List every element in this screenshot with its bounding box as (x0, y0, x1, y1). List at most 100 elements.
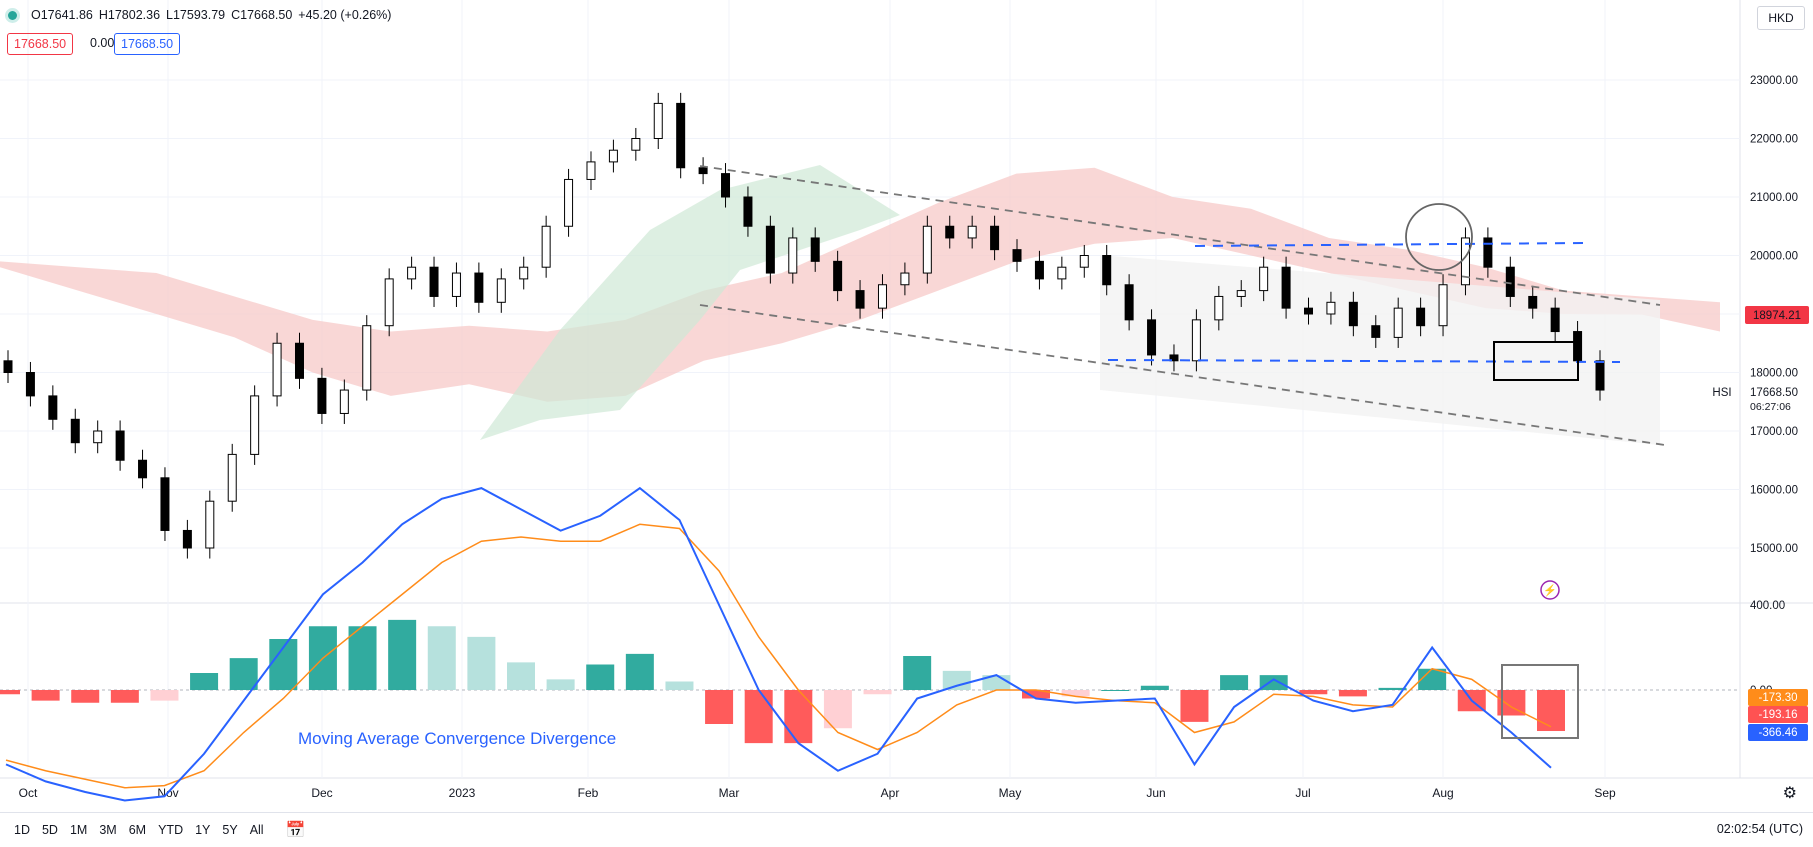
macd-histogram-bar (744, 690, 773, 744)
macd-histogram-bar (942, 670, 971, 690)
candle-body (833, 260, 843, 292)
candle-body (1281, 266, 1291, 309)
timeframe-5y[interactable]: 5Y (222, 823, 238, 837)
timeframe-all[interactable]: All (249, 823, 264, 837)
candle-body (877, 284, 887, 309)
candle-body (519, 266, 529, 280)
time-tick-label: Aug (1432, 786, 1453, 800)
macd-tick-label: 400.00 (1750, 600, 1785, 612)
price-tick-label: 18000.00 (1750, 368, 1798, 380)
macd-histogram-bar (150, 690, 179, 701)
candle-body (294, 342, 304, 379)
macd-histogram-bar (705, 690, 734, 724)
market-status-icon (8, 10, 17, 20)
macd-histogram-bar (1061, 690, 1090, 697)
signal-value: -173.30 (1758, 692, 1797, 704)
resistance-line (1194, 242, 1586, 247)
price-tick-label: 20000.00 (1750, 251, 1798, 263)
utc-clock[interactable]: 02:02:54 (UTC) (1716, 822, 1803, 836)
candle-body (451, 272, 461, 297)
ichimoku-cloud-bull (480, 165, 900, 440)
macd-histogram-bar (348, 626, 377, 690)
settings-gear-icon[interactable]: ⚙ (1782, 785, 1797, 802)
candle-body (25, 372, 35, 397)
macd-histogram-bar (1101, 690, 1130, 691)
macd-histogram-bar (427, 626, 456, 690)
macd-signal-line (5, 523, 1552, 789)
channel-shading (1100, 255, 1660, 445)
calendar-range-icon[interactable]: 📅 (285, 822, 306, 839)
timeframe-ytd[interactable]: YTD (158, 823, 184, 837)
price-tick-label: 21000.00 (1750, 192, 1798, 204)
candle-body (317, 377, 327, 414)
timeframe-3m[interactable]: 3M (99, 823, 117, 837)
candle-body (586, 161, 596, 180)
timeframe-1d[interactable]: 1D (14, 823, 30, 837)
candle-body (1550, 307, 1560, 333)
change-value: +45.20 (+0.26%) (298, 8, 392, 22)
candle-body (564, 178, 574, 227)
price-tick-label: 22000.00 (1750, 134, 1798, 146)
timeframe-6m[interactable]: 6M (128, 823, 147, 837)
macd-histogram-bar (1220, 675, 1249, 690)
currency-selector[interactable]: HKD (1757, 6, 1805, 30)
time-tick-label: 2023 (449, 786, 476, 800)
candle-body (990, 225, 1000, 251)
candle-body (407, 266, 417, 280)
candle-body (1191, 319, 1201, 362)
time-tick-label: Mar (719, 786, 740, 800)
price-tick-label: 15000.00 (1750, 543, 1798, 555)
macd-histogram-bar (625, 653, 654, 690)
candle-body (1124, 284, 1134, 321)
timeframe-1m[interactable]: 1M (69, 823, 88, 837)
time-tick-label: Jun (1146, 786, 1165, 800)
candle-body (721, 173, 731, 198)
candle-body (788, 237, 798, 274)
macd-histogram-bar (507, 662, 535, 690)
macd-box-annotation (1501, 664, 1579, 739)
candle-body (810, 237, 820, 262)
candle-body (855, 290, 865, 309)
macd-histogram-bar (1299, 690, 1328, 695)
candle-body (1326, 301, 1336, 315)
macd-histogram-bar (1418, 668, 1447, 690)
sell-price-button[interactable]: 17668.50 (7, 33, 74, 55)
macd-histogram-bar (863, 690, 892, 695)
timeframe-5d[interactable]: 5D (41, 823, 58, 837)
macd-histogram-bar (110, 690, 139, 703)
macd-title: Moving Average Convergence Divergence (298, 729, 616, 748)
macd-histogram-bar (190, 673, 219, 690)
candle-body (1304, 307, 1314, 315)
price-tick-label: 23000.00 (1750, 75, 1798, 87)
candle-body (182, 529, 192, 549)
time-tick-label: Oct (19, 786, 38, 800)
open-value: O17641.86 (31, 8, 93, 22)
candle-body (1483, 237, 1493, 268)
macd-tag (1748, 724, 1808, 741)
histogram-value: -193.16 (1758, 709, 1797, 721)
candle-body (1259, 266, 1269, 292)
cloud-label-value: 18974.21 (1753, 310, 1801, 322)
candle-body (496, 278, 506, 303)
high-value: H17802.36 (98, 8, 161, 22)
timeframe-1y[interactable]: 1Y (195, 823, 211, 837)
low-value: L17593.79 (166, 8, 226, 22)
chart-area[interactable]: 23000.0022000.0021000.0020000.0019000.00… (0, 0, 1813, 813)
time-tick-label: Dec (311, 786, 332, 800)
macd-histogram-bar (71, 690, 100, 703)
macd-histogram-bar (665, 681, 694, 690)
macd-histogram-bar (1022, 690, 1050, 699)
macd-histogram-bar (1180, 690, 1209, 722)
candle-body (1348, 301, 1358, 327)
candle-body (676, 102, 686, 169)
buy-price-button[interactable]: 17668.50 (114, 33, 181, 55)
support-line (1107, 359, 1621, 363)
candle-body (765, 225, 775, 274)
lightning-icon: ⚡ (1543, 584, 1557, 597)
candle-body (48, 395, 58, 420)
candle-body (384, 278, 394, 327)
candle-body (1371, 325, 1381, 338)
macd-value: -366.46 (1758, 727, 1797, 739)
candle-body (1236, 290, 1246, 297)
candle-body (653, 102, 663, 139)
